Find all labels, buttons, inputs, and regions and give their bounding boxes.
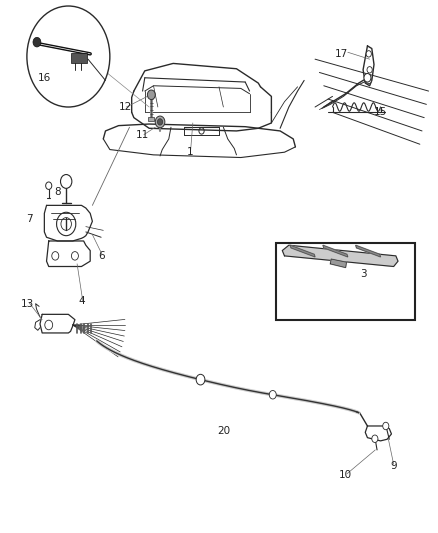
- Text: 12: 12: [119, 102, 132, 112]
- Bar: [276, 243, 416, 320]
- Circle shape: [155, 116, 165, 128]
- Circle shape: [71, 252, 78, 260]
- Circle shape: [383, 422, 389, 430]
- Text: 20: 20: [217, 426, 230, 437]
- Text: 3: 3: [360, 270, 367, 279]
- Circle shape: [27, 6, 110, 107]
- Circle shape: [269, 391, 276, 399]
- Text: 6: 6: [98, 251, 104, 261]
- Text: 7: 7: [26, 214, 32, 224]
- Text: 15: 15: [374, 107, 387, 117]
- Text: 10: 10: [339, 470, 352, 480]
- Circle shape: [366, 77, 371, 84]
- Circle shape: [372, 435, 378, 442]
- Polygon shape: [290, 245, 315, 257]
- Bar: [71, 53, 87, 63]
- Circle shape: [157, 119, 162, 125]
- Text: 9: 9: [390, 461, 397, 471]
- Text: 8: 8: [54, 187, 61, 197]
- Circle shape: [60, 174, 72, 188]
- Bar: [148, 117, 154, 122]
- Polygon shape: [356, 245, 381, 257]
- Text: 1: 1: [187, 147, 194, 157]
- Text: 16: 16: [38, 73, 51, 83]
- Circle shape: [33, 37, 41, 47]
- Circle shape: [364, 74, 371, 82]
- Circle shape: [52, 252, 59, 260]
- Circle shape: [46, 182, 52, 189]
- Circle shape: [196, 374, 205, 385]
- Circle shape: [366, 51, 371, 57]
- Polygon shape: [323, 245, 348, 257]
- Text: 17: 17: [335, 49, 348, 59]
- Circle shape: [367, 67, 372, 73]
- Polygon shape: [283, 245, 398, 266]
- Circle shape: [148, 90, 155, 100]
- Text: 13: 13: [21, 298, 35, 309]
- Text: 11: 11: [136, 130, 149, 140]
- Text: 4: 4: [78, 296, 85, 306]
- Polygon shape: [330, 259, 346, 268]
- Circle shape: [45, 320, 53, 330]
